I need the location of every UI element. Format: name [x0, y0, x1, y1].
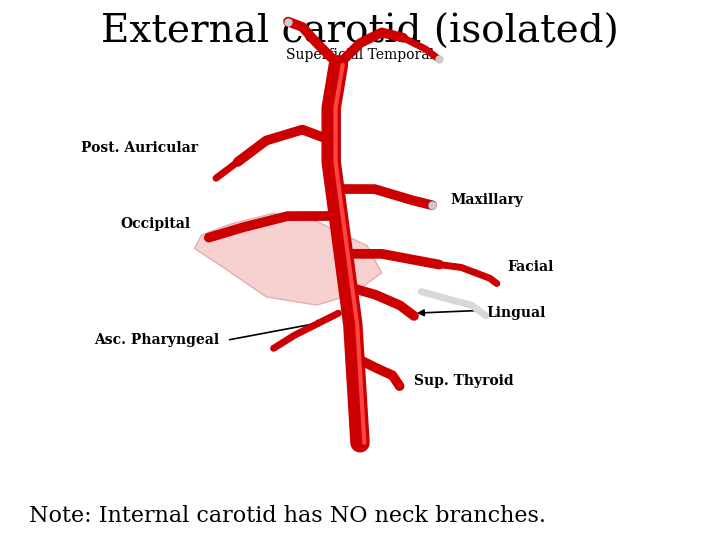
Text: Note: Internal carotid has NO neck branches.: Note: Internal carotid has NO neck branc… [29, 504, 546, 526]
Text: Maxillary: Maxillary [450, 193, 523, 207]
Text: Post. Auricular: Post. Auricular [81, 141, 198, 156]
Text: Sup. Thyroid: Sup. Thyroid [414, 374, 513, 388]
Text: External carotid (isolated): External carotid (isolated) [101, 14, 619, 51]
Text: Lingual: Lingual [486, 306, 545, 320]
Text: Occipital: Occipital [121, 217, 191, 231]
Polygon shape [194, 213, 382, 305]
Text: Asc. Pharyngeal: Asc. Pharyngeal [94, 333, 220, 347]
Text: Superficial Temporal: Superficial Temporal [286, 48, 434, 62]
Text: Facial: Facial [508, 260, 554, 274]
